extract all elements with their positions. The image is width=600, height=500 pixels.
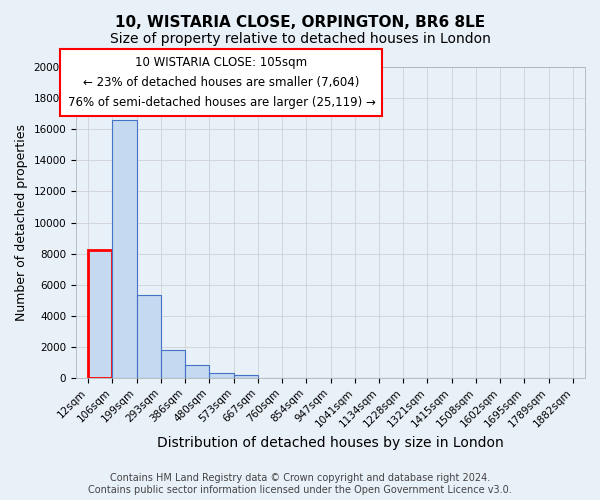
- Y-axis label: Number of detached properties: Number of detached properties: [15, 124, 28, 321]
- Text: 10 WISTARIA CLOSE: 105sqm
← 23% of detached houses are smaller (7,604)
76% of se: 10 WISTARIA CLOSE: 105sqm ← 23% of detac…: [68, 56, 376, 110]
- Bar: [88, 250, 112, 378]
- Text: Size of property relative to detached houses in London: Size of property relative to detached ho…: [110, 32, 490, 46]
- Bar: [161, 350, 185, 378]
- Text: Contains HM Land Registry data © Crown copyright and database right 2024.
Contai: Contains HM Land Registry data © Crown c…: [88, 474, 512, 495]
- Text: 10, WISTARIA CLOSE, ORPINGTON, BR6 8LE: 10, WISTARIA CLOSE, ORPINGTON, BR6 8LE: [115, 15, 485, 30]
- Bar: [233, 374, 258, 378]
- Bar: [185, 366, 209, 378]
- Bar: [137, 296, 161, 378]
- X-axis label: Distribution of detached houses by size in London: Distribution of detached houses by size …: [157, 436, 504, 450]
- Bar: [112, 120, 137, 378]
- Bar: [209, 373, 233, 378]
